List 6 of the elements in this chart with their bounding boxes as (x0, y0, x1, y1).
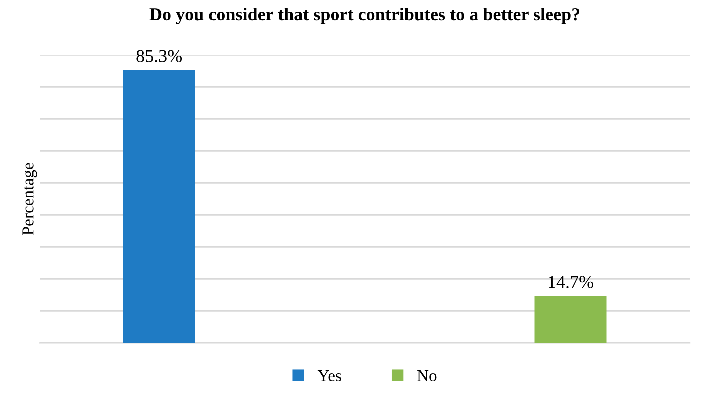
legend-label: No (417, 370, 437, 382)
y-axis-title: Percentage (22, 163, 38, 236)
data-label: 14.7% (549, 276, 594, 288)
data-label: 85.3% (136, 50, 182, 62)
legend-label: Yes (318, 370, 342, 382)
chart-title: Do you consider that sport contributes to a better sleep? (150, 8, 580, 24)
